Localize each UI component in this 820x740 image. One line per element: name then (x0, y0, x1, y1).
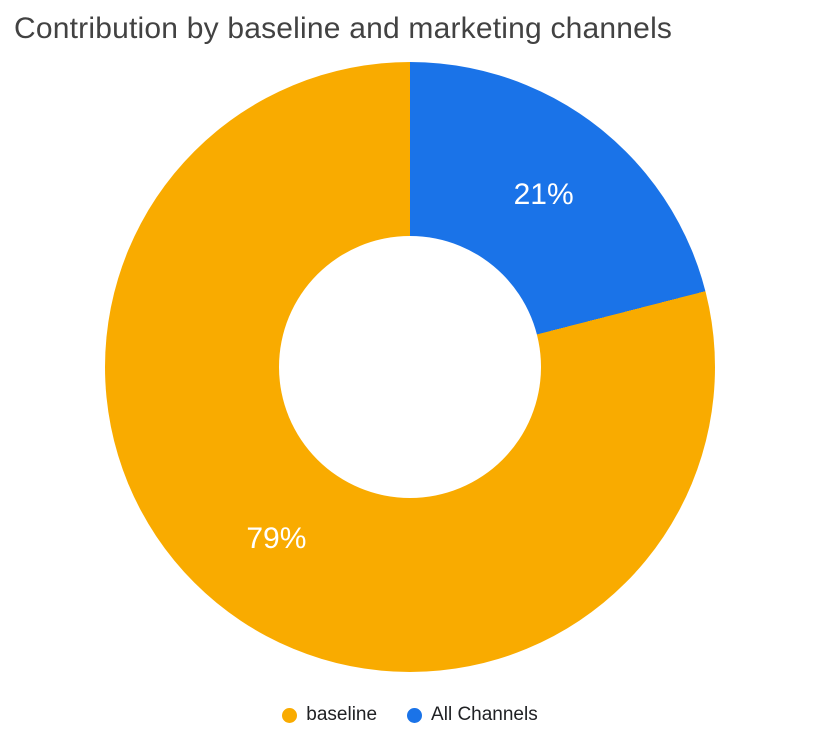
legend-item-all-channels[interactable]: All Channels (407, 704, 538, 726)
legend-swatch-baseline (282, 707, 298, 723)
slice-label-all-channels: 21% (513, 177, 574, 211)
slice-label-baseline: 79% (246, 522, 307, 556)
legend-item-baseline[interactable]: baseline (282, 704, 377, 726)
legend: baseline All Channels (0, 704, 820, 726)
chart-title: Contribution by baseline and marketing c… (14, 12, 673, 45)
legend-swatch-all-channels (407, 707, 423, 723)
donut-chart: 21% 79% (105, 62, 715, 672)
donut-hole (279, 236, 541, 498)
legend-label-all-channels: All Channels (431, 704, 538, 725)
legend-label-baseline: baseline (306, 704, 378, 725)
